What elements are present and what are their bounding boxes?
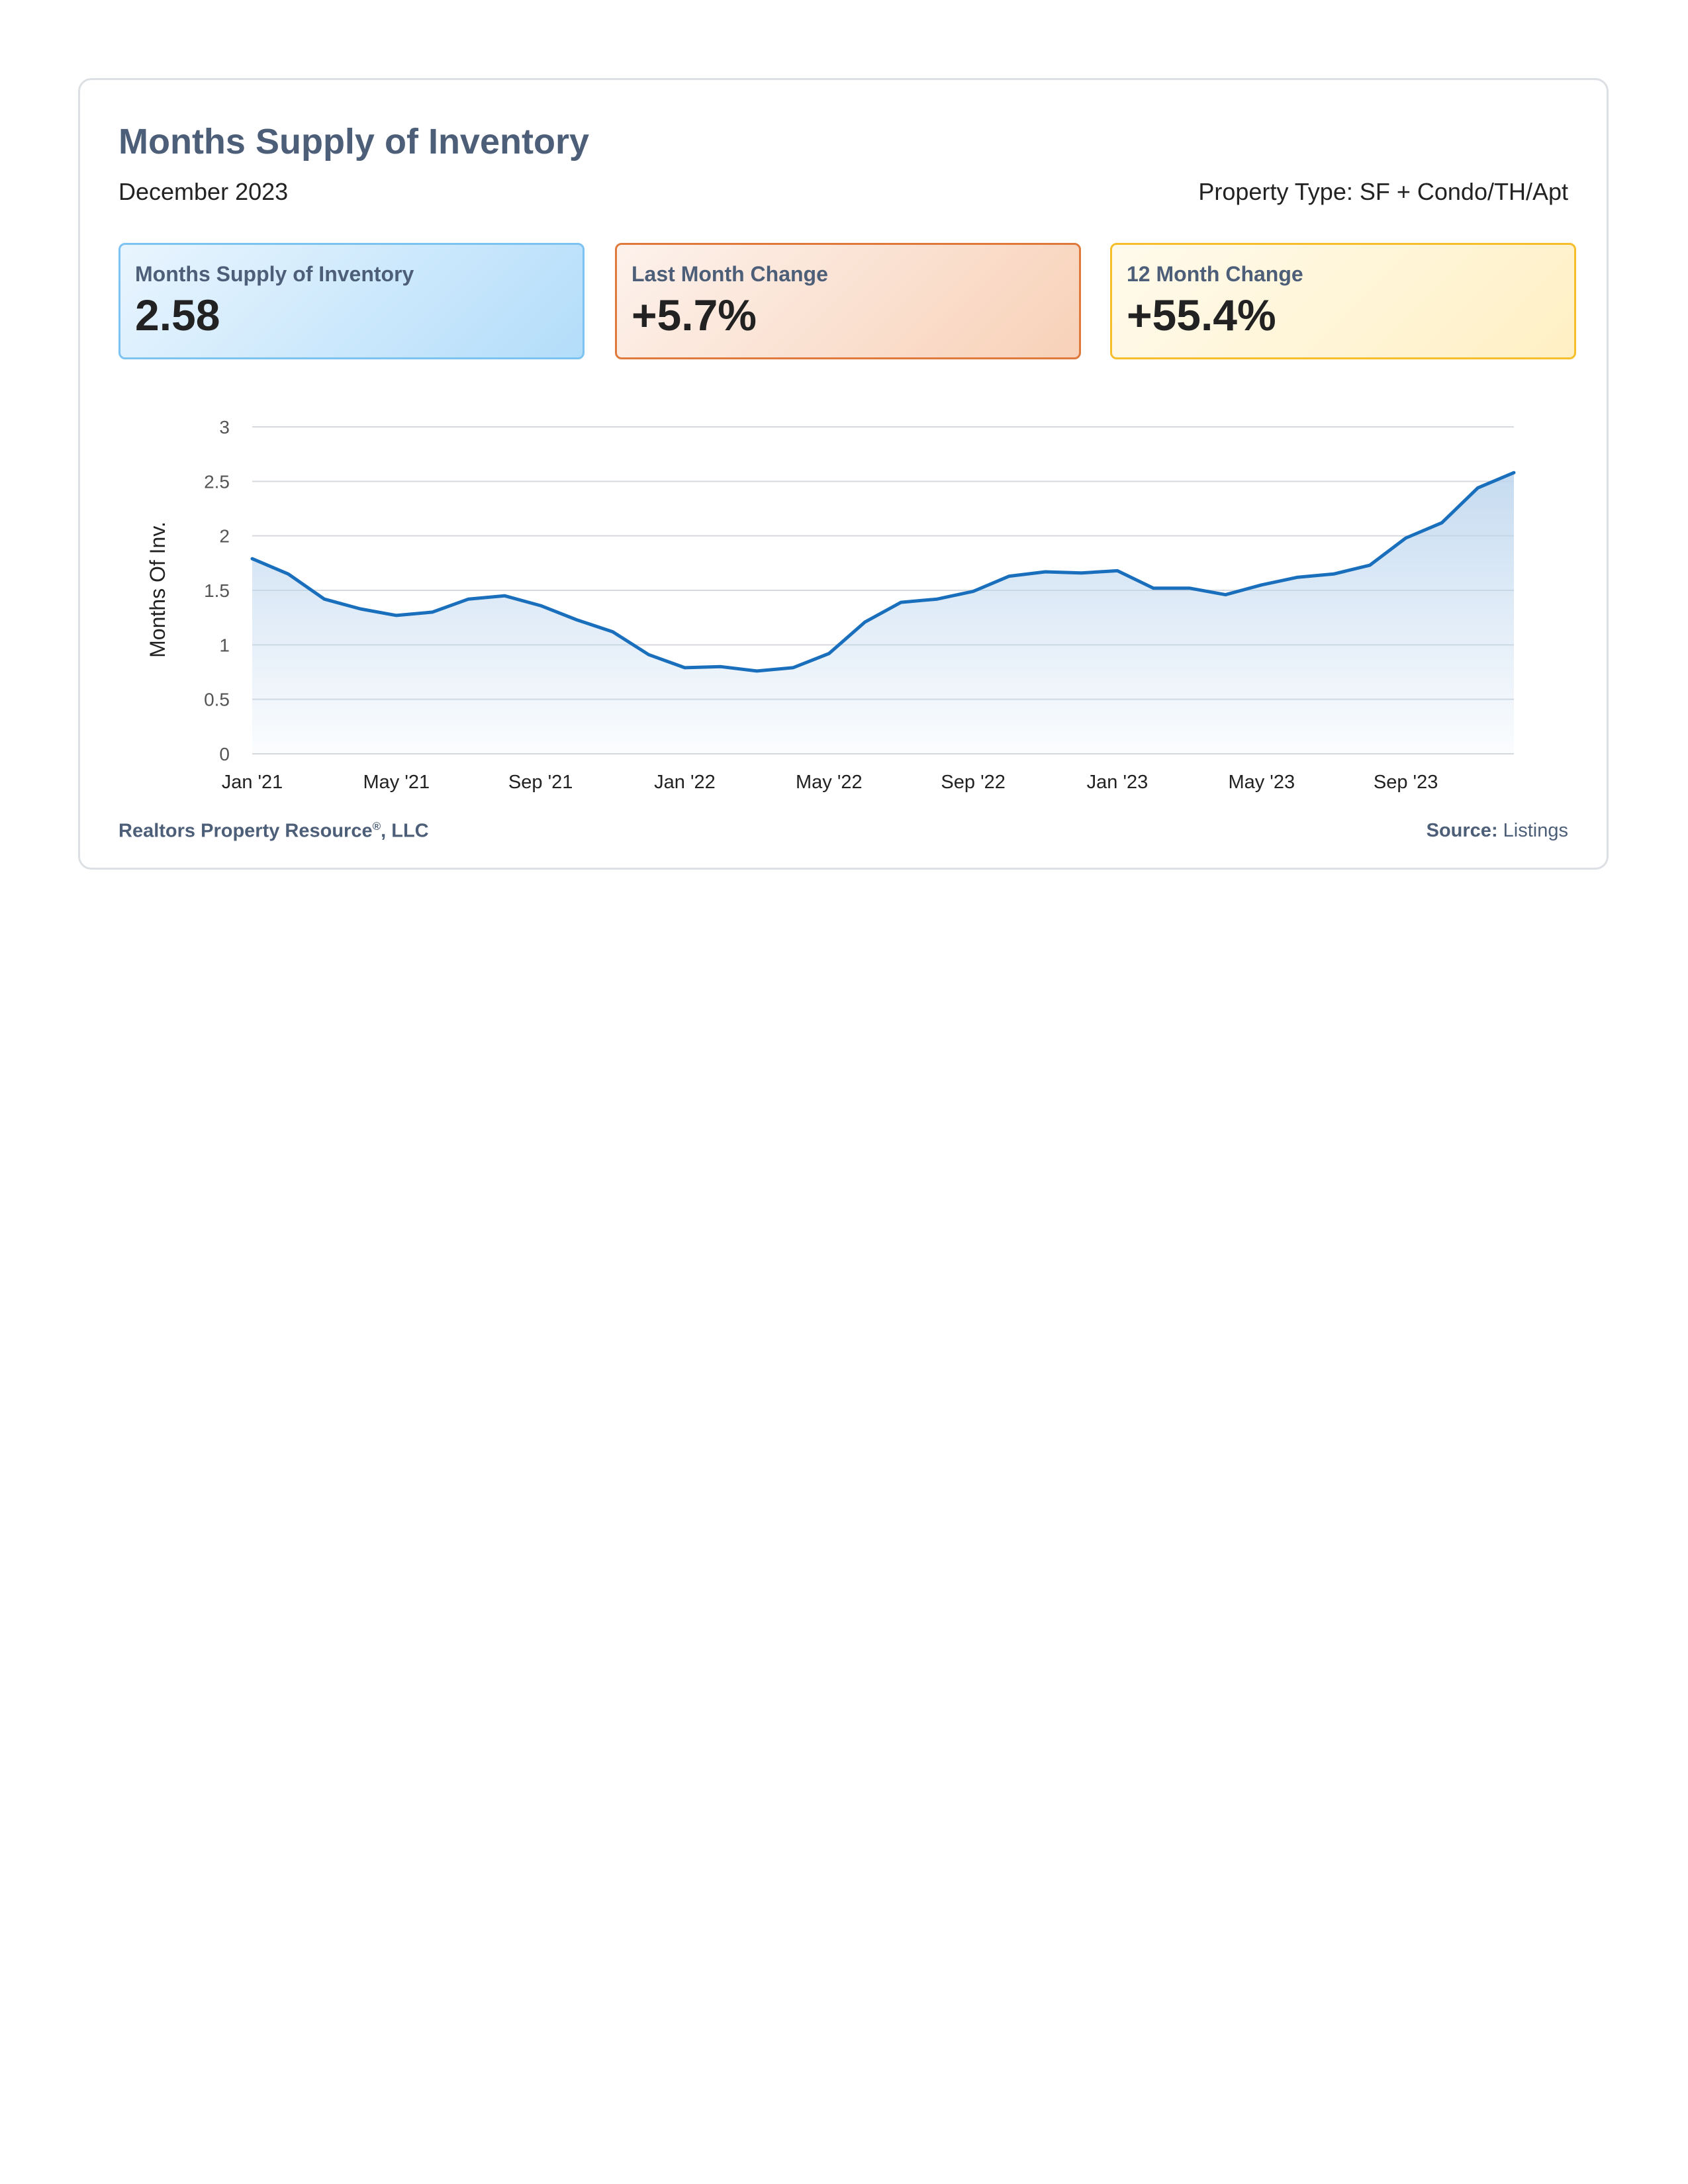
y-tick-label: 2 bbox=[219, 526, 230, 547]
stat-value: +55.4% bbox=[1127, 291, 1276, 340]
y-axis-label: Months Of Inv. bbox=[146, 522, 169, 658]
x-tick-label: May '23 bbox=[1228, 772, 1295, 793]
stat-value: 2.58 bbox=[135, 291, 220, 340]
stat-card-12-month-change: 12 Month Change +55.4% bbox=[1110, 243, 1576, 359]
source-value: Listings bbox=[1503, 820, 1568, 841]
company-suffix: , LLC bbox=[381, 820, 429, 842]
x-tick-label: Jan '23 bbox=[1087, 772, 1149, 793]
stat-label: 12 Month Change bbox=[1127, 262, 1303, 286]
y-tick-label: 0.5 bbox=[204, 690, 230, 710]
property-type: Property Type: SF + Condo/TH/Apt bbox=[1198, 178, 1568, 205]
y-tick-label: 0 bbox=[219, 744, 230, 764]
company-credit: Realtors Property Resource®, LLC bbox=[118, 820, 429, 842]
x-tick-label: Jan '21 bbox=[222, 772, 283, 793]
stat-label: Months Supply of Inventory bbox=[135, 262, 414, 286]
x-tick-label: Sep '22 bbox=[941, 772, 1005, 793]
stat-value: +5.7% bbox=[632, 291, 757, 340]
y-tick-label: 1 bbox=[219, 635, 230, 655]
y-tick-label: 3 bbox=[219, 417, 230, 437]
x-tick-label: Jan '22 bbox=[654, 772, 716, 793]
x-tick-label: Sep '23 bbox=[1374, 772, 1438, 793]
x-tick-label: Sep '21 bbox=[508, 772, 573, 793]
x-tick-label: May '22 bbox=[796, 772, 863, 793]
page-title: Months Supply of Inventory bbox=[118, 122, 589, 161]
stat-card-last-month-change: Last Month Change +5.7% bbox=[615, 243, 1081, 359]
company-name: Realtors Property Resource bbox=[118, 820, 373, 842]
registered-mark: ® bbox=[372, 820, 381, 833]
data-source: Source: Listings bbox=[1427, 820, 1568, 842]
y-tick-label: 2.5 bbox=[204, 471, 230, 492]
series-line bbox=[250, 471, 1516, 673]
x-tick-label: May '21 bbox=[363, 772, 430, 793]
y-tick-label: 1.5 bbox=[204, 580, 230, 601]
stat-label: Last Month Change bbox=[632, 262, 828, 286]
stat-card-months-supply: Months Supply of Inventory 2.58 bbox=[118, 243, 585, 359]
source-label: Source: bbox=[1426, 820, 1498, 841]
report-period: December 2023 bbox=[118, 178, 289, 205]
report-card: Months Supply of Inventory December 2023… bbox=[78, 78, 1609, 870]
months-supply-chart: 0 0.5 1 1.5 2 2.5 3 Jan '21 May '21 Sep '21 Jan '… bbox=[146, 417, 1516, 793]
